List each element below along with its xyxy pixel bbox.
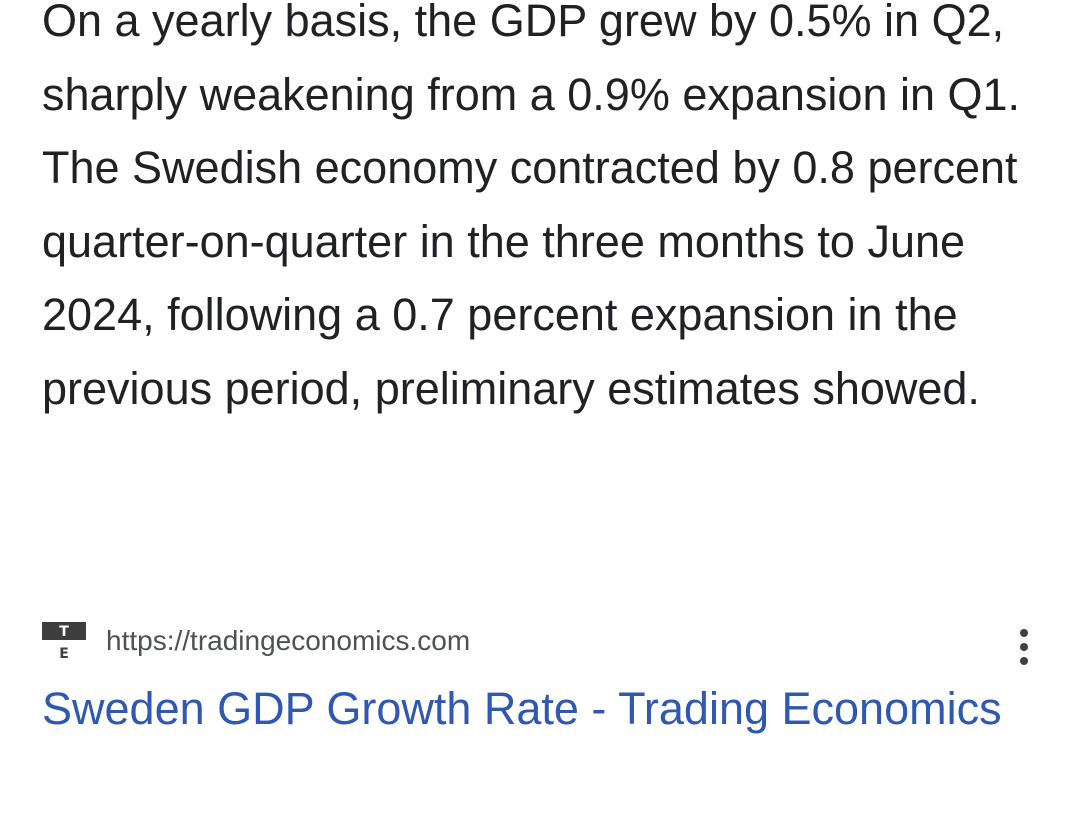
result-snippet: On a yearly basis, the GDP grew by 0.5% … <box>42 0 1021 414</box>
source-url: https://tradingeconomics.com <box>106 625 471 656</box>
more-options-button[interactable] <box>1008 625 1040 665</box>
result-title-link[interactable]: Sweden GDP Growth Rate - Trading Economi… <box>42 683 1002 734</box>
result-source-row[interactable]: T E https://tradingeconomics.com <box>42 619 1042 667</box>
tradingeconomics-favicon-icon: T E <box>42 622 86 662</box>
favicon-letter-t: T <box>59 624 69 640</box>
more-vert-icon <box>1020 629 1028 665</box>
favicon-letter-e: E <box>59 646 69 662</box>
